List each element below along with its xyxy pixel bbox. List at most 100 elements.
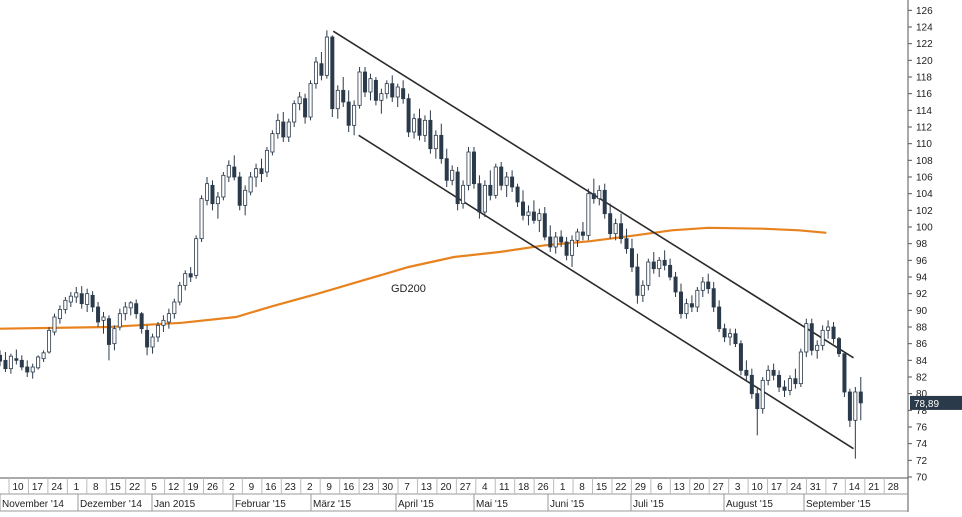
x-month-label: September '15 — [806, 499, 871, 510]
y-tick-label: 106 — [916, 173, 933, 184]
x-day-label: 8 — [579, 482, 585, 493]
candle-body — [439, 134, 444, 160]
candle-body — [646, 261, 651, 286]
y-tick-label: 116 — [916, 89, 932, 100]
candle-body — [728, 333, 733, 338]
y-tick-label: 118 — [916, 73, 932, 84]
candle-body — [417, 118, 422, 136]
x-day-label: 10 — [12, 482, 24, 493]
candle-body — [357, 71, 362, 106]
y-tick-label: 98 — [916, 239, 928, 250]
candle-body — [199, 198, 204, 240]
candle-body — [352, 104, 357, 126]
x-month-label: Dezember '14 — [80, 499, 142, 510]
candle-body — [324, 36, 329, 76]
x-day-label: 16 — [343, 482, 355, 493]
candle-body — [798, 351, 803, 385]
candle-body — [847, 391, 852, 421]
candle-body — [482, 184, 487, 213]
candle-body — [150, 336, 155, 348]
candle-body — [232, 166, 237, 178]
y-tick-label: 70 — [916, 473, 928, 484]
candle-body — [738, 343, 743, 371]
y-tick-label: 122 — [916, 39, 933, 50]
candle-body — [368, 78, 373, 93]
candle-body — [401, 88, 406, 100]
candle-body — [700, 281, 705, 291]
current-price-box — [910, 395, 962, 410]
candle-body — [363, 71, 368, 93]
candle-body — [221, 174, 226, 198]
candle-body — [553, 236, 558, 248]
candle-body — [74, 292, 79, 298]
y-tick-label: 110 — [916, 139, 932, 150]
candle-body — [504, 176, 509, 186]
candle-body — [575, 231, 580, 241]
candle-body — [564, 241, 569, 256]
candle-body — [215, 196, 220, 205]
candle-body — [499, 166, 504, 186]
x-day-label: 17 — [771, 482, 783, 493]
candle-body — [466, 151, 471, 186]
candle-body — [826, 326, 831, 331]
candle-body — [766, 369, 771, 381]
candle-body — [531, 211, 536, 221]
x-day-label: 14 — [849, 482, 861, 493]
x-day-label: 9 — [326, 482, 332, 493]
candle-body — [194, 238, 199, 276]
candle-body — [624, 238, 629, 250]
x-day-label: 13 — [421, 482, 433, 493]
x-day-label: 5 — [151, 482, 157, 493]
y-tick-label: 92 — [916, 289, 928, 300]
candle-body — [106, 318, 111, 345]
x-month-label: November '14 — [2, 499, 64, 510]
y-tick-label: 126 — [916, 6, 933, 17]
candle-body — [275, 119, 280, 135]
candle-body — [673, 276, 678, 293]
y-tick-label: 112 — [916, 123, 932, 134]
candle-body — [433, 134, 438, 150]
x-day-label: 24 — [51, 482, 63, 493]
candle-body — [36, 356, 41, 369]
candle-body — [172, 301, 177, 315]
candle-body — [422, 119, 427, 136]
candle-body — [188, 273, 193, 278]
candle-body — [755, 393, 760, 410]
candle-body — [243, 189, 248, 206]
candle-body — [717, 306, 722, 330]
candle-body — [858, 391, 863, 404]
candle-body — [128, 302, 133, 309]
candle-body — [542, 213, 547, 238]
y-tick-label: 86 — [916, 339, 928, 350]
x-month-label: April '15 — [398, 499, 434, 510]
x-day-label: 24 — [790, 482, 802, 493]
candle-body — [139, 313, 144, 330]
x-day-label: 15 — [110, 482, 122, 493]
candle-body — [689, 303, 694, 308]
candle-body — [586, 193, 591, 236]
x-day-label: 29 — [635, 482, 647, 493]
candle-body — [493, 166, 498, 196]
y-tick-label: 120 — [916, 56, 933, 67]
candle-body — [0, 354, 3, 362]
x-day-label: 23 — [285, 482, 297, 493]
x-day-label: 27 — [713, 482, 725, 493]
y-tick-label: 114 — [916, 106, 932, 117]
y-tick-label: 90 — [916, 306, 928, 317]
candle-body — [668, 264, 673, 278]
x-day-label: 20 — [693, 482, 705, 493]
x-day-label: 26 — [207, 482, 219, 493]
candle-body — [248, 176, 253, 193]
x-month-label: Juli '15 — [633, 499, 664, 510]
x-day-label: 30 — [382, 482, 394, 493]
candle-body — [281, 121, 286, 138]
candle-body — [461, 184, 466, 205]
candle-body — [777, 374, 782, 388]
x-day-label: 1 — [74, 482, 80, 493]
candle-body — [112, 328, 117, 345]
x-day-label: 2 — [229, 482, 235, 493]
y-tick-label: 76 — [916, 423, 928, 434]
candle-body — [471, 151, 476, 185]
